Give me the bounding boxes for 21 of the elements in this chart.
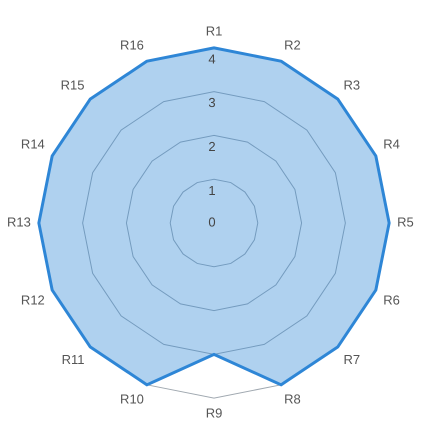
spoke-label: R2 [284,38,301,53]
spoke-label: R12 [20,292,45,308]
spoke-label: R1 [206,24,222,39]
spoke-label: R7 [344,352,360,367]
spoke-label: R15 [60,77,84,92]
y-tick-label: 3 [208,95,216,110]
spoke-label: R6 [383,292,400,308]
spoke-label: R13 [6,214,31,230]
spoke-label: R9 [206,406,222,421]
spoke-label: R3 [344,77,360,92]
y-tick-label: 1 [208,182,216,198]
spoke-label: R4 [383,136,400,152]
spoke-label: R10 [120,392,144,407]
spoke-label: R16 [120,38,144,53]
y-tick-label: 0 [208,214,216,230]
y-tick-label: 2 [208,139,216,154]
spoke-label: R14 [20,136,45,152]
spoke-label: R11 [62,352,84,367]
spoke-label: R5 [397,214,414,230]
y-tick-label: 4 [208,51,216,66]
spoke-label: R8 [284,392,301,407]
